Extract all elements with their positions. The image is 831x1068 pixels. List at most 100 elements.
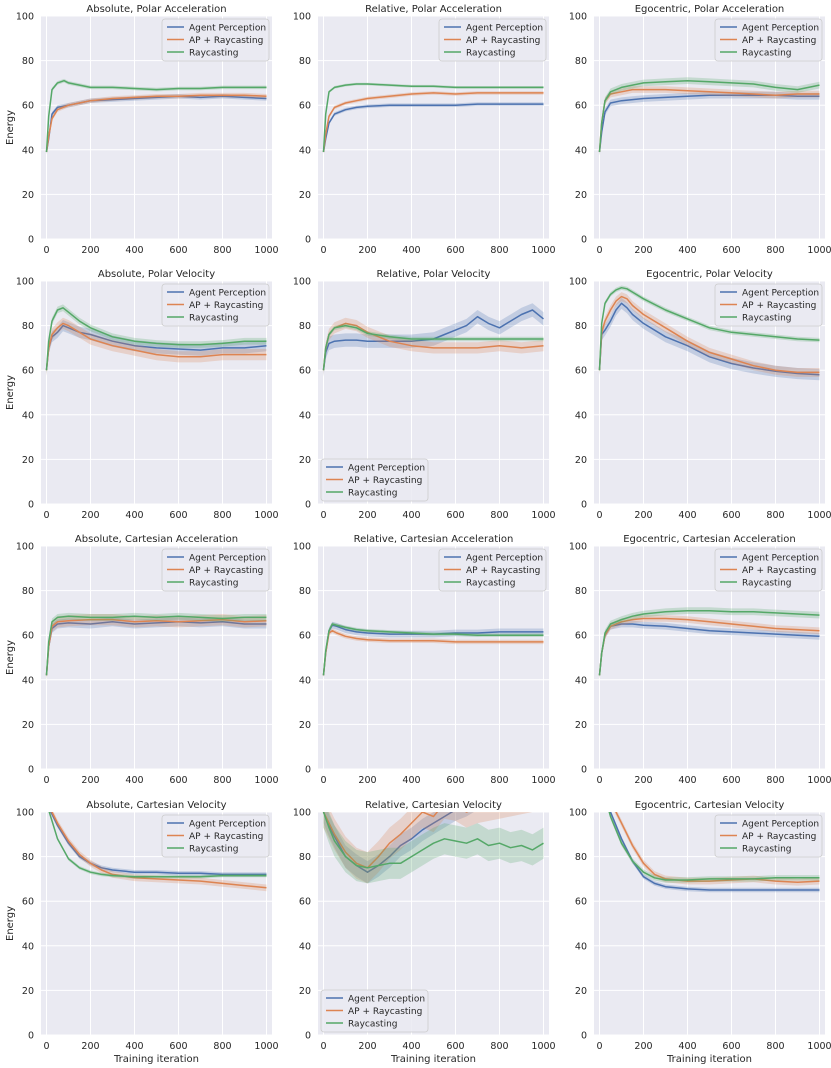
subplot-title: Egocentric, Polar Velocity <box>646 269 773 280</box>
series-line <box>45 621 267 676</box>
series-band <box>46 612 267 679</box>
x-tick-label: 1000 <box>254 245 278 256</box>
legend-label: Raycasting <box>742 844 792 854</box>
legend-label: AP + Raycasting <box>466 36 540 46</box>
legend-box <box>714 548 823 592</box>
x-tick-label: 0 <box>320 1041 326 1052</box>
legend-label: AP + Raycasting <box>742 832 816 842</box>
series-band <box>323 622 544 678</box>
subplot-title: Absolute, Polar Velocity <box>98 269 215 280</box>
y-axis-label: Energy <box>5 375 16 410</box>
legend: Agent Perception AP + Raycasting Raycastin… <box>438 548 547 592</box>
legend-label: AP + Raycasting <box>742 301 816 311</box>
y-tick-label: 20 <box>575 190 587 201</box>
y-tick-label: 20 <box>22 455 34 466</box>
legend-box <box>438 18 547 62</box>
series-line <box>48 812 267 878</box>
x-tick-label: 600 <box>446 775 464 786</box>
y-tick-label: 60 <box>575 631 587 642</box>
legend-label: AP + Raycasting <box>742 36 816 46</box>
series-band <box>599 292 820 377</box>
y-tick-label: 0 <box>28 765 34 776</box>
legend-label: AP + Raycasting <box>742 566 816 576</box>
x-tick-label: 1000 <box>531 1041 555 1052</box>
legend-box <box>714 283 823 327</box>
legend-label: Agent Perception <box>742 819 819 829</box>
y-tick-label: 20 <box>299 986 311 997</box>
legend-label: Agent Perception <box>742 288 819 298</box>
y-tick-label: 40 <box>575 145 587 156</box>
series-line <box>45 94 267 153</box>
y-tick-label: 40 <box>22 145 34 156</box>
legend: Agent Perception AP + Raycasting Raycastin… <box>714 548 823 592</box>
y-tick-label: 100 <box>569 542 587 553</box>
x-tick-label: 800 <box>490 1041 508 1052</box>
x-tick-label: 0 <box>43 510 49 521</box>
y-tick-label: 80 <box>575 56 587 67</box>
legend-label: AP + Raycasting <box>348 476 422 486</box>
series-line <box>608 812 820 881</box>
y-tick-label: 0 <box>305 235 311 246</box>
y-tick-label: 100 <box>293 12 311 23</box>
x-tick-label: 1000 <box>807 510 831 521</box>
x-tick-label: 400 <box>125 245 143 256</box>
series-group <box>608 812 820 893</box>
x-tick-label: 1000 <box>254 510 278 521</box>
x-tick-label: 800 <box>213 510 231 521</box>
y-tick-label: 100 <box>293 808 311 819</box>
y-tick-label: 40 <box>22 675 34 686</box>
x-tick-label: 0 <box>320 775 326 786</box>
x-tick-label: 1000 <box>807 775 831 786</box>
series-band <box>599 620 820 679</box>
x-tick-label: 0 <box>43 775 49 786</box>
x-tick-label: 200 <box>81 245 99 256</box>
legend-box <box>161 548 270 592</box>
legend-box <box>438 548 547 592</box>
y-tick-label: 100 <box>16 277 34 288</box>
y-tick-label: 80 <box>299 321 311 332</box>
y-tick-label: 0 <box>581 765 587 776</box>
legend: Agent Perception AP + Raycasting Raycastin… <box>161 548 270 592</box>
series-group <box>598 77 820 156</box>
series-band <box>323 621 544 679</box>
y-tick-label: 40 <box>22 410 34 421</box>
x-tick-label: 200 <box>358 510 376 521</box>
y-tick-label: 0 <box>581 1031 587 1042</box>
legend-label: Raycasting <box>742 578 792 588</box>
x-tick-label: 800 <box>766 1041 784 1052</box>
y-tick-label: 20 <box>299 455 311 466</box>
series-band <box>46 78 267 154</box>
subplot-title: Egocentric, Cartesian Velocity <box>635 800 785 811</box>
subplot-title: Absolute, Cartesian Velocity <box>86 800 226 811</box>
y-tick-label: 80 <box>299 56 311 67</box>
legend-label: Raycasting <box>348 488 398 498</box>
series-line <box>598 302 820 376</box>
series-line <box>45 307 267 371</box>
legend-label: AP + Raycasting <box>348 1007 422 1017</box>
y-tick-label: 0 <box>28 500 34 511</box>
legend-label: Raycasting <box>466 48 516 58</box>
y-tick-label: 0 <box>581 235 587 246</box>
subplot-title: Egocentric, Cartesian Acceleration <box>623 534 796 545</box>
legend: Agent Perception AP + Raycasting Raycastin… <box>714 283 823 327</box>
y-tick-label: 20 <box>22 190 34 201</box>
y-tick-label: 20 <box>575 986 587 997</box>
legend-label: Raycasting <box>189 48 239 58</box>
y-tick-label: 100 <box>16 542 34 553</box>
y-tick-label: 100 <box>293 542 311 553</box>
x-tick-label: 200 <box>81 510 99 521</box>
legend-label: Agent Perception <box>742 23 819 33</box>
x-tick-label: 400 <box>125 510 143 521</box>
y-tick-label: 0 <box>305 765 311 776</box>
y-tick-label: 20 <box>575 720 587 731</box>
x-tick-label: 400 <box>402 510 420 521</box>
x-tick-label: 800 <box>213 775 231 786</box>
series-group <box>598 285 820 381</box>
legend: Agent Perception AP + Raycasting Raycastin… <box>320 458 429 502</box>
x-tick-label: 600 <box>169 775 187 786</box>
y-tick-label: 60 <box>299 366 311 377</box>
series-group <box>45 612 267 681</box>
y-axis-label: Energy <box>5 110 16 145</box>
x-tick-label: 400 <box>402 245 420 256</box>
